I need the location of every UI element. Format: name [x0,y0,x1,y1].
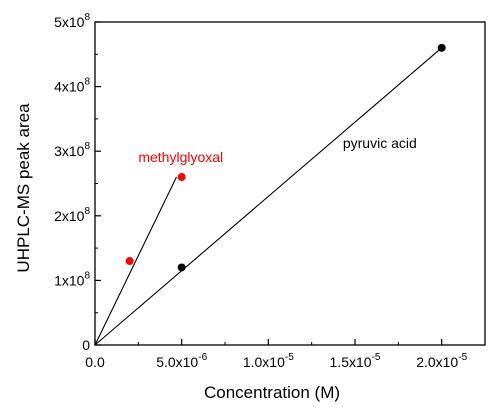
x-tick-label: 0.0 [85,354,105,370]
pyruvic-acid-fit-line [94,47,443,346]
x-axis-label: Concentration (M) [204,383,340,402]
methylglyoxal-fit-line [94,176,177,346]
y-tick-label: 3x108 [54,141,90,159]
y-axis-label: UHPLC-MS peak area [14,103,33,273]
annotation-methylglyoxal: methylglyoxal [138,149,223,165]
y-tick-label: 5x108 [54,12,90,30]
x-tick-label: 2.0x10-5 [416,352,467,370]
y-tick-label: 2x108 [54,206,90,224]
pyruvic-acid-point [177,263,186,272]
y-tick-label: 4x108 [54,77,90,95]
methylglyoxal-point [177,173,186,182]
annotation-pyruvic-acid: pyruvic acid [343,135,417,151]
y-tick-label: 0 [82,337,90,353]
x-tick-label: 1.0x10-5 [243,352,294,370]
pyruvic-acid-point [437,43,446,52]
y-tick-label: 1x108 [54,270,90,288]
methylglyoxal-point [125,257,134,266]
x-tick-label: 1.5x10-5 [330,352,381,370]
plot-frame [94,21,486,346]
x-tick-label: 5.0x10-6 [156,352,207,370]
